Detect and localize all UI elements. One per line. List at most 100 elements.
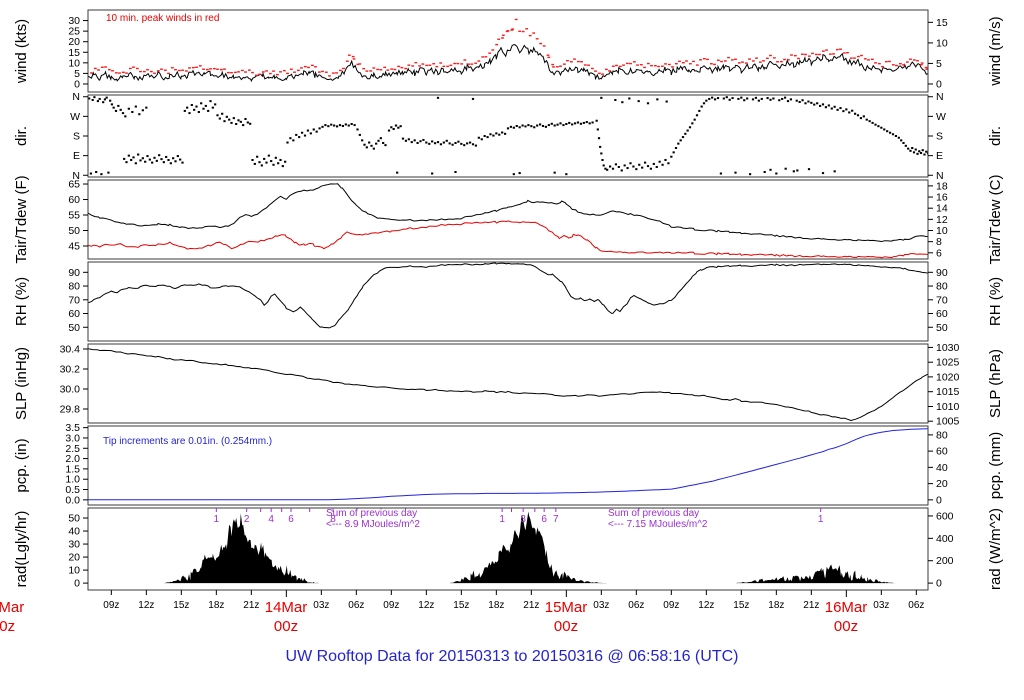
sum-previous-day-1-line2: <--- 8.9 MJoules/m^2 bbox=[326, 519, 420, 530]
svg-text:90: 90 bbox=[68, 267, 80, 279]
svg-text:21z: 21z bbox=[803, 600, 819, 611]
svg-text:0.5: 0.5 bbox=[65, 484, 80, 496]
svg-text:45: 45 bbox=[68, 240, 80, 252]
svg-text:SLP (inHg): SLP (inHg) bbox=[13, 347, 30, 420]
sum-previous-day-2-line1: Sum of previous day bbox=[608, 508, 700, 519]
svg-text:200: 200 bbox=[936, 555, 954, 567]
svg-text:09z: 09z bbox=[383, 600, 399, 611]
svg-text:rad (W/m^2): rad (W/m^2) bbox=[987, 508, 1004, 590]
svg-text:8: 8 bbox=[936, 236, 942, 248]
svg-text:1025: 1025 bbox=[936, 357, 960, 369]
svg-text:1005: 1005 bbox=[936, 416, 960, 428]
svg-text:09z: 09z bbox=[663, 600, 679, 611]
svg-text:Tair/Tdew (F): Tair/Tdew (F) bbox=[13, 175, 30, 263]
svg-text:09z: 09z bbox=[103, 600, 119, 611]
date-label-13mar: 13Mar 00z bbox=[0, 599, 25, 635]
svg-text:06z: 06z bbox=[628, 600, 644, 611]
svg-text:40: 40 bbox=[936, 462, 948, 474]
svg-text:65: 65 bbox=[68, 179, 80, 191]
svg-text:30: 30 bbox=[68, 539, 80, 551]
svg-text:10: 10 bbox=[68, 57, 80, 69]
svg-text:03z: 03z bbox=[593, 600, 609, 611]
svg-text:0: 0 bbox=[74, 78, 80, 90]
svg-text:N: N bbox=[936, 170, 944, 182]
svg-text:600: 600 bbox=[936, 510, 954, 522]
svg-text:N: N bbox=[72, 91, 80, 103]
svg-text:pcp. (in): pcp. (in) bbox=[13, 438, 30, 492]
svg-text:50: 50 bbox=[936, 322, 948, 334]
svg-text:SLP (hPa): SLP (hPa) bbox=[987, 349, 1004, 418]
svg-text:1020: 1020 bbox=[936, 371, 960, 383]
svg-text:6: 6 bbox=[541, 514, 547, 525]
svg-text:2.0: 2.0 bbox=[65, 453, 80, 465]
sum-previous-day-1-line1: Sum of previous day bbox=[326, 508, 418, 519]
date-label-15mar: 15Mar 00z bbox=[544, 599, 588, 635]
svg-text:1: 1 bbox=[818, 514, 824, 525]
svg-text:03z: 03z bbox=[873, 600, 889, 611]
svg-text:RH (%): RH (%) bbox=[987, 277, 1004, 326]
svg-text:1.0: 1.0 bbox=[65, 474, 80, 486]
svg-text:3: 3 bbox=[520, 514, 526, 525]
svg-text:dir.: dir. bbox=[987, 126, 1004, 146]
svg-text:4: 4 bbox=[268, 514, 274, 525]
svg-text:S: S bbox=[936, 131, 943, 143]
svg-text:10: 10 bbox=[68, 565, 80, 577]
tip-increments-note: Tip increments are 0.01in. (0.254mm.) bbox=[103, 436, 273, 447]
svg-text:21z: 21z bbox=[523, 600, 539, 611]
svg-text:dir.: dir. bbox=[13, 126, 30, 146]
svg-text:15: 15 bbox=[936, 17, 948, 29]
svg-text:2.5: 2.5 bbox=[65, 443, 80, 455]
svg-text:E: E bbox=[936, 150, 943, 162]
svg-text:30.2: 30.2 bbox=[60, 364, 81, 376]
svg-text:0: 0 bbox=[936, 78, 942, 90]
svg-text:18z: 18z bbox=[768, 600, 784, 611]
svg-text:60: 60 bbox=[68, 194, 80, 206]
svg-text:90: 90 bbox=[936, 267, 948, 279]
svg-text:60: 60 bbox=[936, 446, 948, 458]
svg-text:12z: 12z bbox=[138, 600, 154, 611]
svg-text:60: 60 bbox=[936, 308, 948, 320]
date-label-16mar: 16Mar 00z bbox=[824, 599, 868, 635]
svg-text:3.0: 3.0 bbox=[65, 432, 80, 444]
svg-text:30.4: 30.4 bbox=[60, 344, 81, 356]
sum-previous-day-2-line2: <--- 7.15 MJoules/m^2 bbox=[608, 519, 708, 530]
svg-text:20: 20 bbox=[68, 552, 80, 564]
svg-text:06z: 06z bbox=[908, 600, 924, 611]
svg-text:wind (m/s): wind (m/s) bbox=[987, 16, 1004, 86]
svg-text:15: 15 bbox=[68, 47, 80, 59]
svg-text:7: 7 bbox=[553, 514, 559, 525]
svg-text:N: N bbox=[936, 91, 944, 103]
svg-text:0: 0 bbox=[74, 578, 80, 590]
svg-text:80: 80 bbox=[68, 281, 80, 293]
svg-text:15z: 15z bbox=[453, 600, 469, 611]
svg-text:50: 50 bbox=[68, 225, 80, 237]
svg-text:30.0: 30.0 bbox=[60, 384, 81, 396]
svg-text:50: 50 bbox=[68, 513, 80, 525]
svg-text:55: 55 bbox=[68, 210, 80, 222]
svg-text:RH (%): RH (%) bbox=[13, 277, 30, 326]
svg-text:E: E bbox=[73, 150, 80, 162]
svg-text:0: 0 bbox=[936, 578, 942, 590]
svg-text:N: N bbox=[72, 170, 80, 182]
svg-text:6: 6 bbox=[288, 514, 294, 525]
svg-text:1030: 1030 bbox=[936, 342, 960, 354]
svg-text:20: 20 bbox=[68, 36, 80, 48]
svg-text:W: W bbox=[70, 111, 80, 123]
svg-text:12z: 12z bbox=[418, 600, 434, 611]
svg-text:pcp. (mm): pcp. (mm) bbox=[987, 432, 1004, 500]
svg-text:5: 5 bbox=[936, 58, 942, 70]
svg-text:1.5: 1.5 bbox=[65, 463, 80, 475]
svg-text:1015: 1015 bbox=[936, 386, 960, 398]
svg-text:0: 0 bbox=[936, 494, 942, 506]
sum-previous-day-1: Sum of previous day <--- 8.9 MJoules/m^2 bbox=[326, 508, 420, 530]
svg-text:50: 50 bbox=[68, 322, 80, 334]
svg-text:5: 5 bbox=[74, 68, 80, 80]
svg-text:60: 60 bbox=[68, 308, 80, 320]
svg-text:12z: 12z bbox=[698, 600, 714, 611]
svg-text:1: 1 bbox=[214, 514, 220, 525]
svg-text:15z: 15z bbox=[173, 600, 189, 611]
svg-text:40: 40 bbox=[68, 526, 80, 538]
svg-text:1010: 1010 bbox=[936, 401, 960, 413]
